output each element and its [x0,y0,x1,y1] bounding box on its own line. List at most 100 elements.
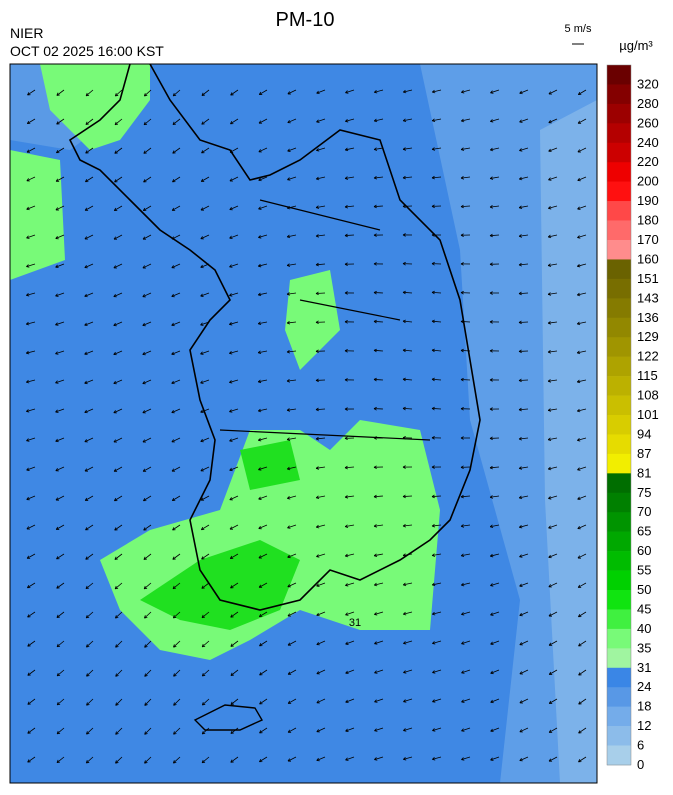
colorbar-label: 12 [637,718,651,733]
wind-arrow [403,89,413,93]
wind-arrow-head [113,410,117,414]
title: PM-10 [276,9,335,31]
wind-arrow [172,147,181,154]
wind-arrow-head [316,700,320,704]
wind-arrow-head [548,120,552,124]
wind-arrow-head [548,177,552,181]
wind-arrow-head [489,553,494,558]
wind-arrow-head [460,494,464,499]
wind-arrow [490,205,500,208]
wind-arrow [316,727,326,733]
wind-arrow [55,408,65,413]
wind-arrow [172,553,181,560]
wind-arrow [287,582,297,588]
wind-arrow-head [460,118,465,123]
wind-arrow-head [576,350,581,355]
wind-arrow-head [431,465,435,469]
wind-arrow [577,321,587,325]
wind-arrow-head [578,672,582,676]
wind-arrow [172,118,181,125]
colorbar-label: 24 [637,679,651,694]
wind-arrow-head [171,351,175,356]
wind-arrow [27,756,36,763]
wind-arrow-head [142,380,146,385]
wind-arrow-head [229,555,234,559]
colorbar-label: 320 [637,76,659,91]
wind-arrow-head [431,494,435,499]
wind-arrow [55,292,65,297]
wind-arrow-head [85,527,89,531]
wind-arrow-head [548,206,552,210]
wind-arrow [316,553,326,558]
colorbar-segment [607,356,631,377]
wind-arrow [373,349,384,352]
wind-arrow-head [86,702,90,706]
wind-arrow-head [403,728,407,732]
wind-arrow-head [113,439,117,443]
wind-arrow-head [344,407,348,411]
wind-arrow [490,147,500,151]
wind-arrow [518,379,529,381]
wind-arrow-head [258,496,262,500]
wind-arrow-head [548,613,553,617]
wind-arrow-head [286,349,290,354]
wind-arrow-head [201,92,205,96]
wind-arrow-head [519,90,523,95]
wind-arrow-head [548,700,553,704]
wind-arrow-head [490,641,494,645]
wind-arrow-head [26,264,30,268]
wind-arrow-head [27,730,31,734]
pollution-region [140,540,300,630]
wind-arrow [490,669,500,674]
wind-arrow-head [200,351,204,355]
wind-arrow-head [257,321,262,326]
wind-arrow-head [344,378,348,382]
wind-arrow [113,234,123,240]
wind-arrow-head [27,672,31,676]
wind-arrow-head [26,409,30,413]
wind-arrow-head [315,176,320,181]
wind-arrow [345,89,355,94]
wind-arrow-head [432,670,436,674]
wind-arrow-head [229,526,234,530]
wind-arrow [143,495,152,502]
wind-arrow-head [55,526,60,530]
wind-arrow-head [578,643,582,647]
wind-arrow-head [345,612,349,616]
wind-arrow-head [27,759,31,763]
wind-arrow-head [172,556,176,560]
wind-arrow [144,89,152,97]
wind-arrow [143,147,152,154]
wind-arrow [258,379,268,383]
wind-arrow-head [200,293,204,297]
wind-arrow [55,495,65,501]
wind-arrow [200,292,210,297]
wind-arrow [26,292,36,296]
wind-arrow [374,756,384,760]
wind-arrow [287,350,297,353]
wind-arrow-head [113,497,118,502]
wind-arrow [577,263,587,267]
wind-arrow-head [26,438,30,442]
wind-arrow [403,727,413,731]
wind-arrow-head [431,233,435,237]
wind-arrow [577,408,587,412]
wind-arrow [171,466,181,472]
colorbar-label: 55 [637,563,651,578]
wind-arrow-head [344,176,349,180]
wind-arrow-head [373,233,377,237]
wind-arrow-head [201,150,205,154]
wind-arrow [374,89,384,93]
colorbar-segment [607,240,631,260]
wind-arrow-head [316,583,320,587]
wind-arrow-head [200,438,204,443]
wind-arrow-head [113,294,117,298]
wind-arrow [403,756,413,760]
wind-arrow-head [200,264,204,269]
wind-arrow-head [201,759,206,764]
wind-arrow [403,640,413,644]
wind-arrow-head [287,177,291,181]
wind-arrow-head [374,757,378,761]
wind-arrow-head [200,497,205,501]
wind-arrow-head [142,322,146,327]
